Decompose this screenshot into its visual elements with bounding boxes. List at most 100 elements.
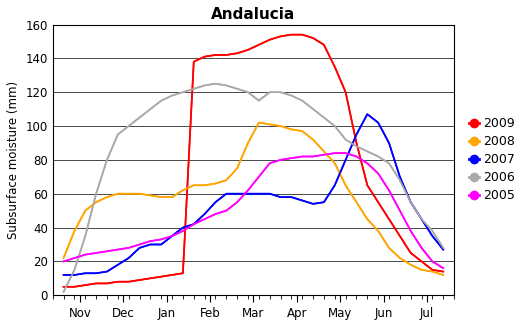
2008 bbox=[169, 195, 175, 199]
2007 bbox=[245, 192, 251, 196]
2005 bbox=[277, 158, 284, 162]
2009 bbox=[104, 282, 110, 285]
2005 bbox=[223, 209, 229, 213]
2005 bbox=[418, 246, 425, 250]
2006 bbox=[418, 217, 425, 221]
2005 bbox=[364, 161, 370, 165]
2007 bbox=[375, 121, 382, 125]
2006 bbox=[158, 99, 164, 103]
2007 bbox=[321, 200, 327, 204]
2008 bbox=[353, 200, 359, 204]
2006 bbox=[191, 87, 197, 91]
2008 bbox=[429, 269, 435, 273]
2009 bbox=[158, 275, 164, 279]
2007 bbox=[397, 175, 403, 179]
2005 bbox=[353, 155, 359, 159]
2005 bbox=[158, 237, 164, 241]
2006 bbox=[331, 124, 338, 128]
2007 bbox=[234, 192, 240, 196]
2006 bbox=[71, 268, 77, 272]
2005 bbox=[201, 217, 208, 221]
2009 bbox=[397, 234, 403, 238]
2006 bbox=[82, 234, 89, 238]
2008 bbox=[331, 161, 338, 165]
2008 bbox=[321, 149, 327, 153]
2006 bbox=[115, 132, 121, 136]
Line: 2005: 2005 bbox=[64, 153, 443, 268]
2006 bbox=[310, 107, 316, 111]
2009 bbox=[169, 273, 175, 277]
2006 bbox=[61, 290, 67, 294]
2007 bbox=[125, 256, 132, 260]
2009 bbox=[277, 34, 284, 38]
Y-axis label: Subsurface moisture (mm): Subsurface moisture (mm) bbox=[7, 81, 20, 239]
2008 bbox=[212, 181, 219, 185]
2006 bbox=[267, 90, 273, 94]
2009 bbox=[191, 60, 197, 64]
2006 bbox=[397, 178, 403, 182]
2008 bbox=[61, 256, 67, 260]
Title: Andalucia: Andalucia bbox=[211, 7, 296, 22]
2008 bbox=[71, 229, 77, 233]
2009 bbox=[299, 33, 305, 37]
2005 bbox=[136, 243, 143, 247]
2009 bbox=[440, 269, 446, 273]
2007 bbox=[71, 273, 77, 277]
Line: 2008: 2008 bbox=[64, 123, 443, 275]
2008 bbox=[201, 183, 208, 187]
2007 bbox=[223, 192, 229, 196]
2006 bbox=[407, 200, 414, 204]
2008 bbox=[93, 200, 99, 204]
2009 bbox=[93, 282, 99, 285]
2008 bbox=[223, 178, 229, 182]
2005 bbox=[343, 151, 349, 155]
2007 bbox=[386, 141, 392, 145]
Legend: 2009, 2008, 2007, 2006, 2005: 2009, 2008, 2007, 2006, 2005 bbox=[464, 112, 520, 207]
2006 bbox=[299, 99, 305, 103]
2007 bbox=[267, 192, 273, 196]
2007 bbox=[61, 273, 67, 277]
2005 bbox=[104, 249, 110, 253]
2009 bbox=[245, 48, 251, 52]
2005 bbox=[440, 266, 446, 270]
2007 bbox=[418, 217, 425, 221]
2009 bbox=[343, 90, 349, 94]
2009 bbox=[353, 141, 359, 145]
2007 bbox=[343, 158, 349, 162]
2009 bbox=[256, 43, 262, 47]
2005 bbox=[191, 222, 197, 226]
2006 bbox=[343, 138, 349, 142]
2008 bbox=[147, 194, 153, 198]
2007 bbox=[256, 192, 262, 196]
2006 bbox=[125, 124, 132, 128]
2007 bbox=[429, 234, 435, 238]
2009 bbox=[201, 55, 208, 59]
2009 bbox=[223, 53, 229, 57]
2006 bbox=[375, 155, 382, 159]
2009 bbox=[331, 65, 338, 69]
2008 bbox=[180, 188, 186, 192]
Line: 2006: 2006 bbox=[64, 84, 443, 292]
2005 bbox=[61, 259, 67, 263]
2006 bbox=[277, 90, 284, 94]
2005 bbox=[386, 188, 392, 192]
2006 bbox=[353, 145, 359, 148]
2005 bbox=[71, 256, 77, 260]
2006 bbox=[212, 82, 219, 86]
2008 bbox=[234, 166, 240, 170]
2007 bbox=[191, 222, 197, 226]
2005 bbox=[212, 212, 219, 216]
2008 bbox=[310, 138, 316, 142]
2007 bbox=[353, 132, 359, 136]
2006 bbox=[321, 116, 327, 120]
2009 bbox=[321, 43, 327, 47]
2005 bbox=[93, 251, 99, 255]
2006 bbox=[169, 94, 175, 97]
2009 bbox=[375, 200, 382, 204]
2005 bbox=[256, 175, 262, 179]
2005 bbox=[407, 229, 414, 233]
2006 bbox=[180, 90, 186, 94]
2009 bbox=[310, 36, 316, 40]
2005 bbox=[375, 171, 382, 175]
2006 bbox=[136, 116, 143, 120]
